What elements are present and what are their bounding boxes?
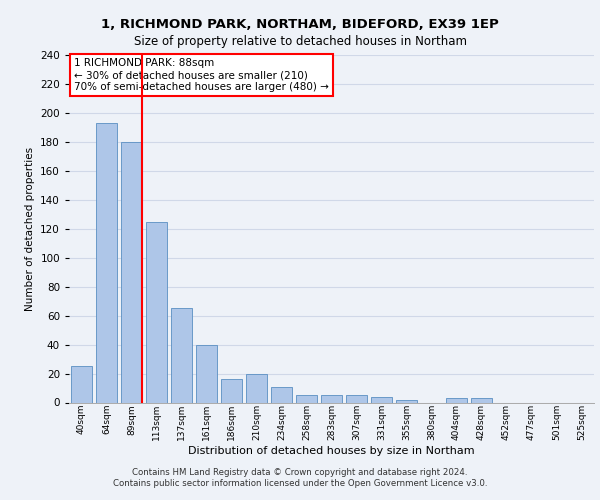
Bar (221, 380, 242, 402)
Bar (121, 142, 142, 403)
Bar (96, 123, 117, 402)
Bar (171, 308, 192, 402)
Bar (246, 374, 267, 402)
Bar (346, 396, 367, 402)
Bar (371, 396, 392, 402)
X-axis label: Distribution of detached houses by size in Northam: Distribution of detached houses by size … (188, 446, 475, 456)
Bar (296, 396, 317, 402)
Bar (446, 398, 467, 402)
Text: 1, RICHMOND PARK, NORTHAM, BIDEFORD, EX39 1EP: 1, RICHMOND PARK, NORTHAM, BIDEFORD, EX3… (101, 18, 499, 30)
Bar (471, 398, 492, 402)
Bar (146, 222, 167, 402)
Bar (321, 396, 342, 402)
Y-axis label: Number of detached properties: Number of detached properties (25, 146, 35, 311)
Bar (71, 366, 92, 402)
Text: Contains HM Land Registry data © Crown copyright and database right 2024.
Contai: Contains HM Land Registry data © Crown c… (113, 468, 487, 487)
Text: 1 RICHMOND PARK: 88sqm
← 30% of detached houses are smaller (210)
70% of semi-de: 1 RICHMOND PARK: 88sqm ← 30% of detached… (74, 58, 329, 92)
Bar (396, 400, 417, 402)
Text: Size of property relative to detached houses in Northam: Size of property relative to detached ho… (133, 35, 467, 48)
Bar (196, 344, 217, 403)
Bar (271, 386, 292, 402)
